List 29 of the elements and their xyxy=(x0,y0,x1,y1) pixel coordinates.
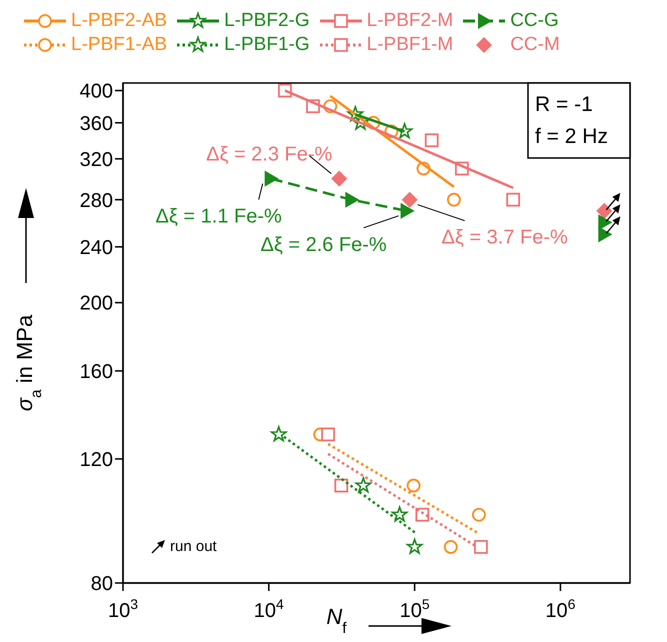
annotation: R = -1 xyxy=(535,93,593,116)
y-tick-label: 80 xyxy=(90,573,113,596)
legend-label: L-PBF2-AB xyxy=(70,10,168,32)
annotation: run out xyxy=(170,538,218,555)
legend-label: L-PBF1-M xyxy=(366,34,454,56)
y-tick-label: 160 xyxy=(80,361,113,384)
x-tick-label: 10$^{3}$ xyxy=(108,596,138,622)
annotation: Δξ = 1.1 Fe-% xyxy=(156,206,282,228)
y-tick-label: 400 xyxy=(80,80,113,103)
y-tick-label: 360 xyxy=(80,112,113,135)
x-tick-label: 10$^{6}$ xyxy=(545,596,576,622)
x-tick-label: 10$^{4}$ xyxy=(254,596,284,622)
annotation: Δξ = 3.7 Fe-% xyxy=(442,226,568,249)
legend-label: L-PBF1-G xyxy=(223,34,310,56)
y-tick-label: 320 xyxy=(80,148,113,171)
x-axis-title: N$_{f}$ xyxy=(326,604,348,636)
y-tick-label: 120 xyxy=(80,449,113,472)
annotation: f = 2 Hz xyxy=(535,125,608,148)
legend-label: L-PBF2-G xyxy=(223,10,310,32)
legend-label: CC-G xyxy=(509,10,560,32)
y-tick-label: 200 xyxy=(80,292,113,315)
y-tick-label: 280 xyxy=(80,190,113,212)
legend-label: L-PBF2-M xyxy=(366,10,454,32)
annotation: Δξ = 2.6 Fe-% xyxy=(260,234,387,256)
annotation: Δξ = 2.3 Fe-% xyxy=(206,144,333,166)
legend-label: CC-M xyxy=(509,34,560,56)
x-tick-label: 10$^{5}$ xyxy=(400,596,430,622)
legend-label: L-PBF1-AB xyxy=(70,34,168,56)
y-tick-label: 240 xyxy=(80,236,113,259)
